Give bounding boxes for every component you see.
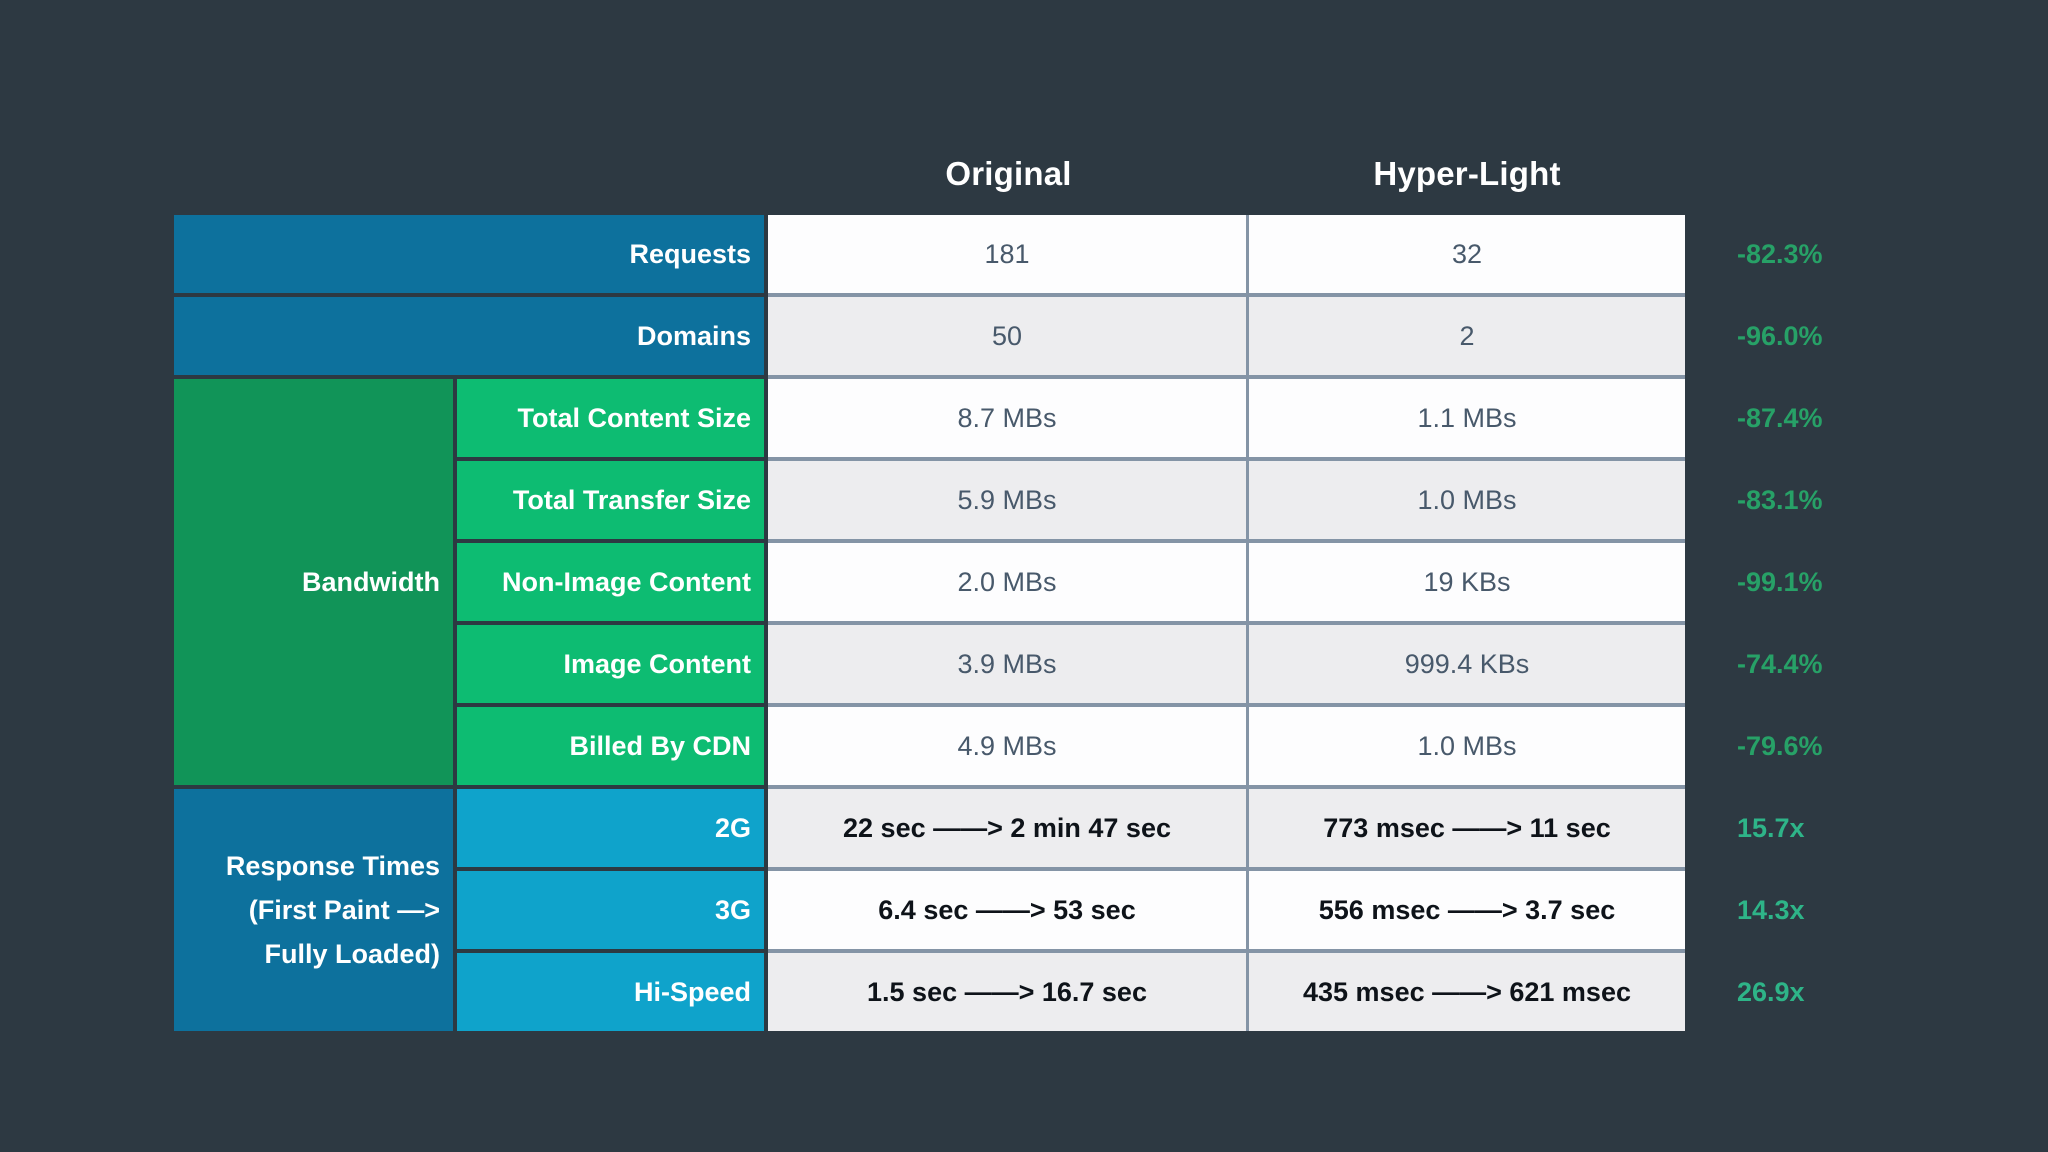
delta-requests: -82.3%: [1737, 238, 1823, 269]
data-row-3g: 6.4 sec ——> 53 sec 556 msec ——> 3.7 sec: [768, 867, 1685, 949]
value-original-total-transfer-size: 5.9 MBs: [768, 461, 1249, 539]
value-original-2g: 22 sec ——> 2 min 47 sec: [768, 789, 1249, 867]
delta-total-content-size: -87.4%: [1737, 402, 1823, 433]
group-label-response-times-line1: Response Times: [225, 851, 440, 881]
value-hyperlight-billed-by-cdn: 1.0 MBs: [1417, 730, 1517, 761]
value-hyperlight-hi-speed: 435 msec ——> 621 msec: [1303, 976, 1631, 1007]
column-header-row: Original Hyper-Light: [768, 136, 1685, 211]
group-label-bandwidth: Bandwidth: [174, 379, 453, 785]
delta-billed-by-cdn: -79.6%: [1737, 730, 1823, 761]
value-original-image-content: 3.9 MBs: [768, 625, 1249, 703]
delta-domains: -96.0%: [1737, 320, 1823, 351]
data-row-total-transfer-size: 5.9 MBs 1.0 MBs: [768, 457, 1685, 539]
metric-label-total-content-size: Total Content Size: [457, 379, 764, 457]
data-columns: 181 32 50 2 8.7 MBs 1.1 MBs 5.9 MBs 1.0 …: [768, 215, 1685, 1031]
delta-3g: 14.3x: [1737, 894, 1805, 925]
delta-total-transfer-size: -83.1%: [1737, 484, 1823, 515]
data-row-billed-by-cdn: 4.9 MBs 1.0 MBs: [768, 703, 1685, 785]
column-header-original: Original: [945, 154, 1072, 192]
group-label-response-times-line2: (First Paint —>: [248, 895, 440, 925]
value-hyperlight-domains: 2: [1459, 320, 1475, 351]
column-header-hyper-light: Hyper-Light: [1373, 154, 1561, 192]
comparison-table: Original Hyper-Light Requests Domains Ba…: [174, 136, 1929, 1031]
value-original-3g: 6.4 sec ——> 53 sec: [768, 871, 1249, 949]
value-original-total-content-size: 8.7 MBs: [768, 379, 1249, 457]
value-original-non-image-content: 2.0 MBs: [768, 543, 1249, 621]
group-label-response-times: Response Times (First Paint —> Fully Loa…: [174, 789, 453, 1031]
data-row-non-image-content: 2.0 MBs 19 KBs: [768, 539, 1685, 621]
value-hyperlight-total-transfer-size: 1.0 MBs: [1417, 484, 1517, 515]
delta-non-image-content: -99.1%: [1737, 566, 1823, 597]
value-original-billed-by-cdn: 4.9 MBs: [768, 707, 1249, 785]
data-row-hi-speed: 1.5 sec ——> 16.7 sec 435 msec ——> 621 ms…: [768, 949, 1685, 1031]
metric-label-requests: Requests: [174, 215, 764, 293]
value-hyperlight-non-image-content: 19 KBs: [1423, 566, 1511, 597]
delta-hi-speed: 26.9x: [1737, 976, 1805, 1007]
metric-label-hi-speed: Hi-Speed: [457, 953, 764, 1031]
data-row-total-content-size: 8.7 MBs 1.1 MBs: [768, 375, 1685, 457]
data-row-image-content: 3.9 MBs 999.4 KBs: [768, 621, 1685, 703]
value-hyperlight-requests: 32: [1451, 238, 1483, 269]
delta-image-content: -74.4%: [1737, 648, 1823, 679]
data-row-2g: 22 sec ——> 2 min 47 sec 773 msec ——> 11 …: [768, 785, 1685, 867]
metric-label-billed-by-cdn: Billed By CDN: [457, 707, 764, 785]
metric-label-3g: 3G: [457, 871, 764, 949]
metric-label-domains: Domains: [174, 297, 764, 375]
value-hyperlight-2g: 773 msec ——> 11 sec: [1323, 812, 1611, 843]
value-original-requests: 181: [768, 215, 1249, 293]
metric-label-image-content: Image Content: [457, 625, 764, 703]
metric-label-total-transfer-size: Total Transfer Size: [457, 461, 764, 539]
value-hyperlight-image-content: 999.4 KBs: [1404, 648, 1530, 679]
delta-2g: 15.7x: [1737, 812, 1805, 843]
data-row-domains: 50 2: [768, 293, 1685, 375]
data-row-requests: 181 32: [768, 215, 1685, 293]
value-hyperlight-3g: 556 msec ——> 3.7 sec: [1318, 894, 1616, 925]
metric-label-non-image-content: Non-Image Content: [457, 543, 764, 621]
metric-label-2g: 2G: [457, 789, 764, 867]
value-original-domains: 50: [768, 297, 1249, 375]
value-original-hi-speed: 1.5 sec ——> 16.7 sec: [768, 953, 1249, 1031]
group-label-response-times-line3: Fully Loaded): [264, 939, 441, 969]
value-hyperlight-total-content-size: 1.1 MBs: [1417, 402, 1517, 433]
